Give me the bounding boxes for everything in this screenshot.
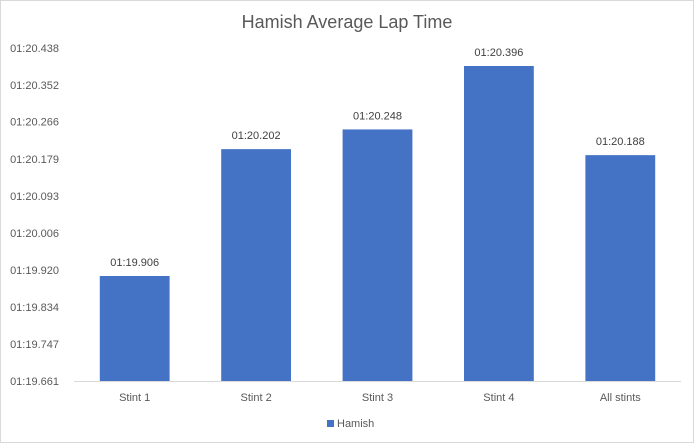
chart-title: Hamish Average Lap Time [242,12,453,32]
x-tick-label: Stint 1 [119,392,150,404]
bar-5 [585,155,656,381]
data-label: 01:20.248 [353,110,402,122]
legend-swatch [327,420,334,427]
data-label: 01:20.188 [596,136,645,148]
y-axis: 01:19.661 01:19.747 01:19.834 01:19.920 01:2… [10,43,59,388]
y-tick-label: 01:20.006 [10,228,59,240]
legend-label-hamish: Hamish [337,418,374,430]
y-tick-label: 01:19.834 [10,302,59,314]
y-tick-label: 01:19.661 [10,376,59,388]
x-tick-label: All stints [600,392,641,404]
bar-2 [221,149,292,381]
y-tick-label: 01:20.266 [10,117,59,129]
bar-4 [463,66,534,381]
y-tick-label: 01:20.352 [10,80,59,92]
data-label: 01:20.396 [474,47,523,59]
bars: 01:19.906 01:20.202 01:20.248 01:20.396 01:2… [99,47,656,381]
x-tick-label: Stint 4 [483,392,514,404]
data-label: 01:20.202 [232,130,281,142]
legend: Hamish [327,418,374,430]
bar-3 [342,129,413,381]
bar-1 [99,276,170,381]
y-tick-label: 01:19.747 [10,339,59,351]
x-tick-label: Stint 2 [241,392,272,404]
y-tick-label: 01:20.179 [10,154,59,166]
y-tick-label: 01:19.920 [10,265,59,277]
data-label: 01:19.906 [110,257,159,269]
y-tick-label: 01:20.438 [10,43,59,55]
x-tick-label: Stint 3 [362,392,393,404]
x-axis: Stint 1 Stint 2 Stint 3 Stint 4 All stints [74,381,681,404]
y-tick-label: 01:20.093 [10,191,59,203]
